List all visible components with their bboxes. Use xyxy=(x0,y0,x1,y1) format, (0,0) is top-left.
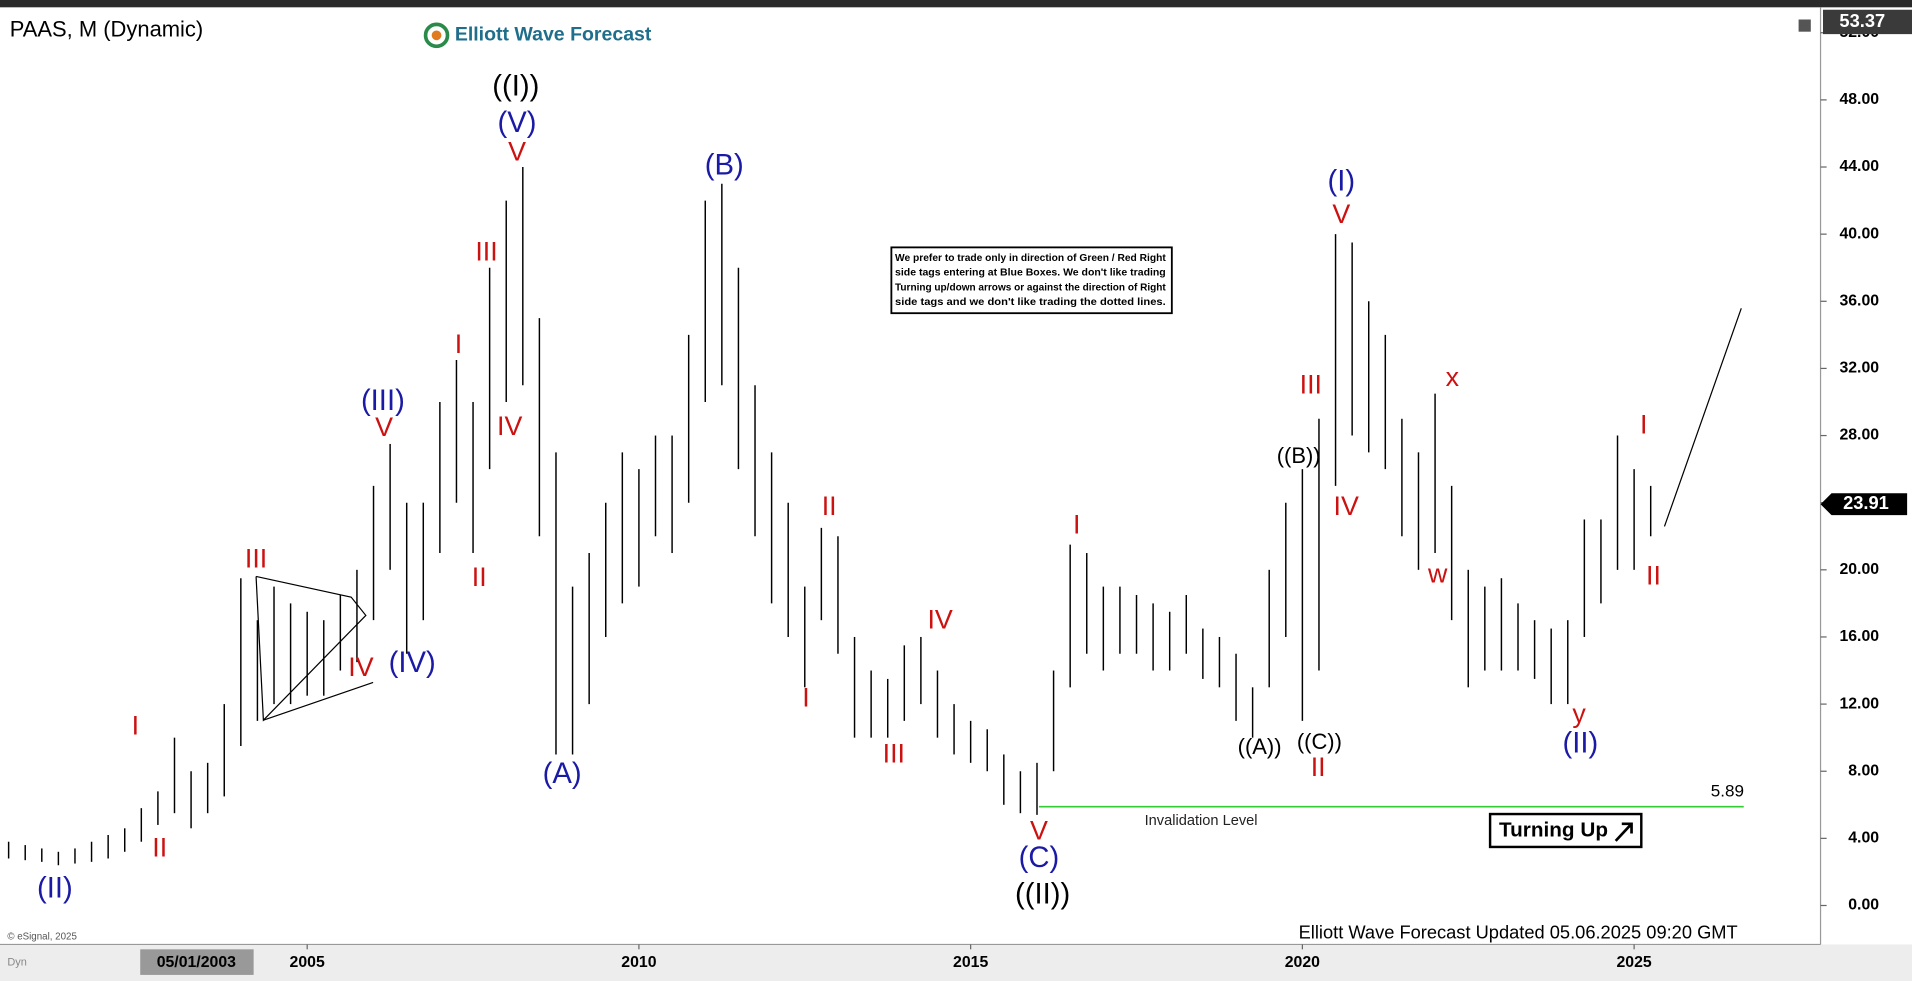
wave-label: IV xyxy=(1334,491,1359,521)
cursor-box xyxy=(140,949,254,975)
brand: Elliott Wave Forecast xyxy=(455,24,652,46)
wave-label: (A) xyxy=(543,758,582,790)
y-tick-label: 4.00 xyxy=(1848,830,1879,847)
wave-label: ((I)) xyxy=(492,70,539,102)
y-tick-label: 28.00 xyxy=(1839,427,1879,444)
wave-label: (I) xyxy=(1328,166,1356,198)
x-tick-label: 2015 xyxy=(953,954,988,971)
wave-label: IV xyxy=(497,411,522,441)
wave-label: I xyxy=(802,683,809,713)
wave-label: I xyxy=(455,329,462,359)
footer: Elliott Wave Forecast Updated 05.06.2025… xyxy=(1299,921,1738,942)
wave-label: III xyxy=(1300,369,1322,399)
cursor-label: 05/01/2003 xyxy=(157,954,236,971)
x-tick-label: 2025 xyxy=(1616,954,1651,971)
wave-label: (C) xyxy=(1019,842,1060,874)
y-tick-label: 16.00 xyxy=(1839,628,1879,645)
wave-label: (V) xyxy=(498,107,537,139)
invalidation-value: 5.89 xyxy=(1711,782,1744,801)
signal-box xyxy=(1488,812,1643,849)
wave-label: I xyxy=(1640,410,1647,440)
menu-icon xyxy=(1798,19,1811,32)
last-price-tag xyxy=(1820,493,1908,516)
y-tick-label: 40.00 xyxy=(1839,225,1879,242)
chart-title: PAAS, M (Dynamic) xyxy=(10,16,203,41)
x-tick-label: 2010 xyxy=(621,954,656,971)
note-line: side tags entering at Blue Boxes. We don… xyxy=(895,268,1166,279)
note-line: Turning up/down arrows or against the di… xyxy=(895,282,1166,293)
y-tick-label: 36.00 xyxy=(1839,292,1879,309)
wave-label: II xyxy=(152,832,167,862)
signal-arrow xyxy=(1614,822,1633,842)
wave-label: II xyxy=(472,562,487,592)
wave-label: (II) xyxy=(1562,727,1598,759)
wave-label: V xyxy=(508,137,526,167)
wave-label: ((B)) xyxy=(1277,443,1321,468)
wave-label: (IV) xyxy=(389,647,436,679)
note-line: We prefer to trade only in direction of … xyxy=(895,253,1166,264)
scale-top-value: 53.37 xyxy=(1839,10,1885,31)
signal-text: Turning Up xyxy=(1499,819,1608,842)
wave-label: II xyxy=(822,491,837,521)
wave-label: ((A)) xyxy=(1238,734,1282,759)
wave-label: V xyxy=(1332,199,1350,229)
wave-label: y xyxy=(1572,698,1586,728)
last-price: 23.91 xyxy=(1843,492,1889,513)
wave-label: IV xyxy=(927,605,952,635)
y-tick-label: 12.00 xyxy=(1839,695,1879,712)
top-frame xyxy=(0,0,1912,8)
wave-label: I xyxy=(1073,510,1080,540)
logo-icon xyxy=(423,22,450,49)
scale-top-box xyxy=(1822,9,1912,35)
wave-label: (B) xyxy=(705,150,744,182)
y-tick-label: 32.00 xyxy=(1839,360,1879,377)
wave-label: (III) xyxy=(361,385,405,417)
wave-label: IV xyxy=(348,652,373,682)
mode-label: Dyn xyxy=(7,957,27,969)
wave-label: w xyxy=(1427,558,1448,588)
y-tick-label: 8.00 xyxy=(1848,762,1879,779)
y-tick-label: 0.00 xyxy=(1848,897,1879,914)
wave-label: ((II)) xyxy=(1015,878,1070,910)
y-tick-label: 20.00 xyxy=(1839,561,1879,578)
wave-label: ((C)) xyxy=(1297,729,1342,754)
wave-label: I xyxy=(132,711,139,741)
y-tick-label: 48.00 xyxy=(1839,91,1879,108)
wave-label: x xyxy=(1446,362,1460,392)
y-tick-label: 44.00 xyxy=(1839,158,1879,175)
credit: © eSignal, 2025 xyxy=(7,932,77,943)
invalidation-label: Invalidation Level xyxy=(1145,813,1258,829)
x-tick-label: 2020 xyxy=(1285,954,1320,971)
triangle-pattern xyxy=(255,575,367,722)
logo-icon-dot xyxy=(431,30,442,41)
wave-label: V xyxy=(375,412,393,442)
wave-label: III xyxy=(475,237,497,267)
x-axis-band xyxy=(0,944,1912,981)
wave-label: II xyxy=(1311,752,1326,782)
x-tick-label: 2005 xyxy=(290,954,325,971)
wave-label: III xyxy=(245,544,267,574)
wave-label: III xyxy=(883,739,905,769)
wave-label: V xyxy=(1030,815,1048,845)
note-line: side tags and we don't like trading the … xyxy=(895,297,1166,308)
wave-label: II xyxy=(1646,561,1661,591)
triangle-line xyxy=(263,681,374,721)
projection-line xyxy=(1663,308,1742,527)
note-box xyxy=(890,246,1173,315)
wave-label: (II) xyxy=(37,872,73,904)
